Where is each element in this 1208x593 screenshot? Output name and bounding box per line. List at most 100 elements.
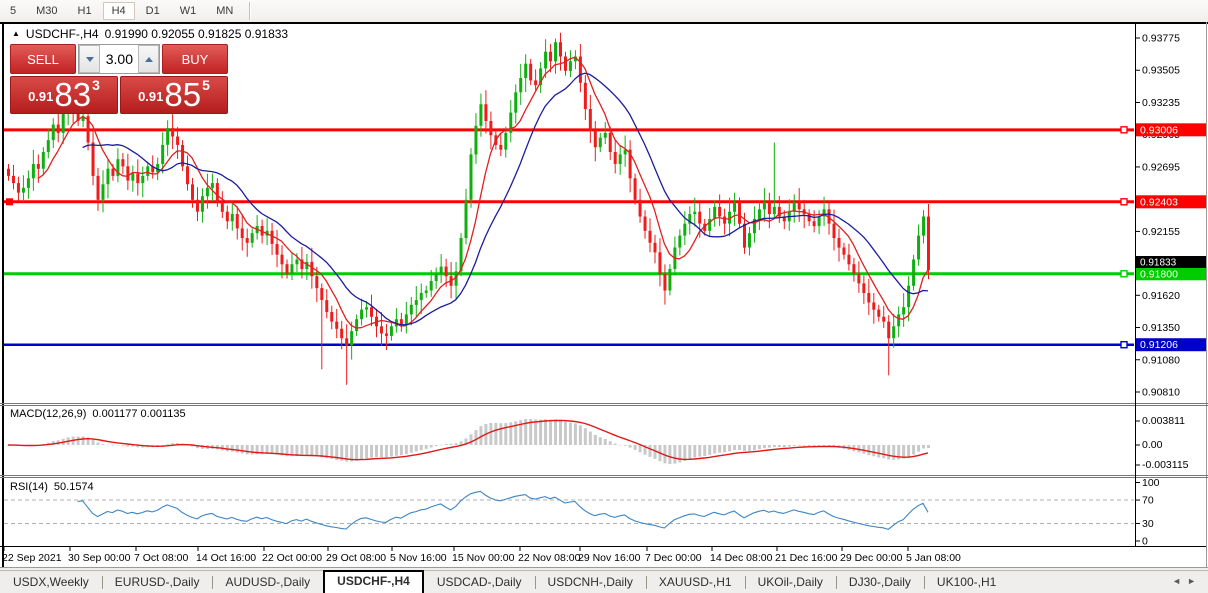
time-axis-label: 5 Jan 08:00 [906, 552, 961, 564]
price-tick-label: 0.91080 [1142, 354, 1180, 366]
arrow-up-icon [144, 56, 153, 62]
bid-pipette: 3 [92, 77, 100, 93]
chart-tabbar: USDX,Weekly EURUSD-,Daily AUDUSD-,Daily … [0, 570, 1208, 593]
tab-usdcad-daily[interactable]: USDCAD-,Daily [436, 575, 522, 589]
tab-audusd-daily[interactable]: AUDUSD-,Daily [212, 572, 323, 593]
tab-uk100-h1[interactable]: UK100-,H1 [923, 572, 1009, 593]
hline-right-marker [1120, 126, 1128, 134]
price-level-label [1136, 195, 1206, 209]
time-axis-label: 29 Oct 08:00 [326, 552, 386, 564]
ohlc-values: 0.91990 0.92055 0.91825 0.91833 [104, 27, 289, 41]
candles-layer [7, 32, 930, 385]
tab-dj30-daily[interactable]: DJ30-,Daily [835, 572, 924, 593]
bid-prefix: 0.91 [28, 89, 54, 104]
time-axis-label: 14 Dec 08:00 [710, 552, 773, 564]
tab-usdx-weekly[interactable]: USDX,Weekly [13, 575, 89, 589]
macd-tick-label: 0.00 [1142, 439, 1163, 451]
moving-average-line [82, 72, 929, 326]
tab-eurusd-daily[interactable]: EURUSD-,Daily [101, 572, 213, 593]
time-axis-label: 29 Nov 16:00 [578, 552, 641, 564]
tf-mn-button[interactable]: MN [216, 5, 234, 17]
tab-scroll-arrows[interactable]: ◄► [1172, 576, 1202, 586]
rsi-tick-label: 70 [1142, 495, 1154, 507]
tab-usdcnh-daily[interactable]: USDCNH-,Daily [534, 572, 646, 593]
macd-tick-label: -0.003115 [1142, 459, 1189, 471]
tf-h4-button[interactable]: H4 [102, 2, 135, 20]
tab-usdchf-h4[interactable]: USDCHF-,H4 [323, 570, 424, 593]
tab-xauusd-h1[interactable]: XAUUSD-,H1 [645, 572, 745, 593]
rsi-tick-label: 30 [1142, 518, 1154, 530]
ask-quote-button[interactable]: 0.91 85 5 [120, 76, 228, 114]
macd-signal-line [7, 419, 929, 461]
price-level-label-text: 0.92403 [1140, 196, 1178, 208]
price-tick-label: 0.92155 [1142, 226, 1180, 238]
sell-button[interactable]: SELL [10, 44, 76, 74]
tab-scroll-right-icon[interactable]: ► [1187, 576, 1202, 586]
price-level-label [1136, 123, 1206, 137]
bid-quote-button[interactable]: 0.91 83 3 [10, 76, 118, 114]
time-axis-label: 7 Dec 00:00 [645, 552, 702, 564]
moving-average-line [37, 56, 929, 329]
tf-m30-button[interactable]: M30 [36, 5, 58, 17]
price-level-label [1136, 267, 1206, 281]
bid-price-label [1136, 256, 1206, 268]
ask-prefix: 0.91 [138, 89, 164, 104]
buy-button[interactable]: BUY [162, 44, 228, 74]
rsi-line [77, 490, 929, 530]
price-tick-label: 0.93235 [1142, 97, 1180, 109]
rsi-title: RSI(14) [10, 481, 48, 493]
volume-spinner: 3.00 [78, 44, 160, 74]
time-axis-label: 22 Oct 00:00 [262, 552, 322, 564]
price-tick-label: 0.91620 [1142, 290, 1180, 302]
collapse-triangle-icon[interactable]: ▲ [12, 28, 20, 38]
price-level-label-text: 0.91206 [1140, 339, 1178, 351]
rsi-value: 50.1574 [53, 481, 94, 493]
volume-input[interactable]: 3.00 [105, 51, 133, 67]
price-tick-label: 0.90810 [1142, 387, 1180, 399]
macd-title: MACD(12,26,9) [10, 408, 87, 420]
time-axis-label: 15 Nov 00:00 [452, 552, 515, 564]
time-axis-label: 22 Nov 08:00 [518, 552, 581, 564]
time-axis-label: 22 Sep 2021 [2, 552, 62, 564]
hline-left-marker [6, 198, 13, 206]
rsi-tick-label: 100 [1142, 477, 1160, 489]
symbol-ohlc-header: ▲ USDCHF-,H4 0.91990 0.92055 0.91825 0.9… [12, 27, 288, 41]
macd-label: MACD(12,26,9) 0.001177 0.001135 [10, 408, 186, 420]
arrow-down-icon [85, 56, 94, 62]
macd-tick-label: 0.003811 [1142, 415, 1185, 427]
price-tick-label: 0.93775 [1142, 33, 1180, 45]
time-axis-label: 29 Dec 00:00 [840, 552, 903, 564]
price-tick-label: 0.91350 [1142, 322, 1180, 334]
rsi-tick-label: 0 [1142, 536, 1148, 548]
time-axis-label: 21 Dec 16:00 [775, 552, 838, 564]
timeframe-toolbar: 5 M30 H1 H4 D1 W1 MN [0, 0, 1208, 22]
one-click-trade-panel: SELL 3.00 BUY 0.91 83 3 0.91 85 5 [10, 44, 228, 114]
tab-ukoil-daily[interactable]: UKOil-,Daily [744, 572, 836, 593]
time-axis-label: 30 Sep 00:00 [68, 552, 131, 564]
price-level-label-text: 0.91800 [1140, 268, 1178, 280]
price-level-label [1136, 338, 1206, 352]
volume-increase-button[interactable] [138, 45, 159, 73]
price-level-label-text: 0.93006 [1140, 124, 1178, 136]
price-tick-label: 0.92695 [1142, 161, 1180, 173]
rsi-label: RSI(14) 50.1574 [10, 481, 94, 493]
ask-pipette: 5 [202, 77, 210, 93]
price-tick-label: 0.93505 [1142, 65, 1180, 77]
tf-d1-button[interactable]: D1 [145, 5, 160, 17]
tf-w1-button[interactable]: W1 [179, 5, 197, 17]
bid-price-label-text: 0.91833 [1140, 258, 1177, 269]
time-axis-label: 7 Oct 08:00 [134, 552, 188, 564]
toolbar-separator [249, 2, 252, 20]
ask-big-digits: 85 [164, 76, 202, 113]
tf-h1-button[interactable]: H1 [77, 5, 92, 17]
bid-big-digits: 83 [54, 76, 92, 113]
hline-right-marker [1120, 270, 1128, 278]
time-axis-label: 14 Oct 16:00 [196, 552, 256, 564]
tab-scroll-left-icon[interactable]: ◄ [1172, 576, 1188, 586]
hline-right-marker [1120, 198, 1128, 206]
volume-decrease-button[interactable] [79, 45, 100, 73]
time-axis-label: 5 Nov 16:00 [390, 552, 447, 564]
hline-right-marker [1120, 341, 1128, 349]
tf-m5-button[interactable]: 5 [10, 5, 17, 17]
